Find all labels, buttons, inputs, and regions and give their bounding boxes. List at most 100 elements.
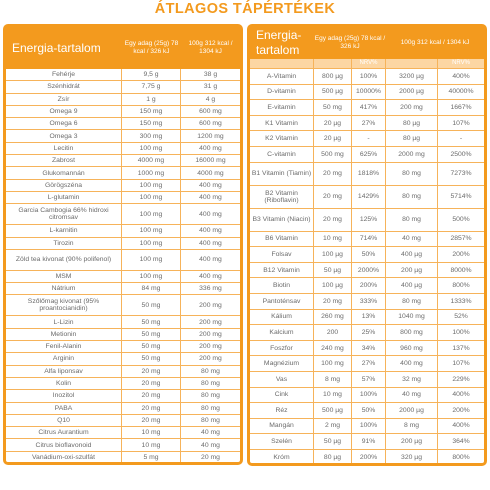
serving-value: 100 mg (122, 204, 181, 226)
nutrient-name: Vas (250, 371, 314, 388)
serving-value: 150 mg (122, 105, 181, 119)
serving-value: 100 mg (122, 179, 181, 192)
left-table: Energia-tartalom Egy adag (25g) 78 kcal … (6, 27, 240, 462)
table-row: Biotin 100 µg 200% 400 µg 800% (250, 278, 484, 294)
per-100g-value: 800 mg (386, 325, 439, 341)
per-100g-nrv: - (438, 131, 484, 147)
serving-value: 20 mg (314, 293, 352, 310)
serving-value: 9,5 g (122, 69, 181, 82)
nutrient-name: L-glutamin (6, 191, 122, 205)
serving-nrv: 10000% (352, 84, 387, 101)
table-row: B1 Vitamin (Tiamin) 20 mg 1818% 80 mg 7273% (250, 162, 484, 186)
serving-value: 20 mg (122, 414, 181, 428)
nutrient-name: Kálium (250, 309, 314, 326)
table-row: Garcia Cambogia 66% hidroxi citromsav 100… (6, 204, 240, 226)
nutrient-name: L-karnitin (6, 225, 122, 238)
serving-value: 7,75 g (122, 81, 181, 94)
per-100g-value: 400 mg (181, 270, 240, 284)
nutrient-name: Görögszéna (6, 179, 122, 192)
per-100g-value: 80 mg (386, 185, 439, 209)
serving-value: 200 (314, 325, 352, 341)
serving-value: 50 mg (122, 328, 181, 342)
nrv-sub-label: NRV% (438, 59, 484, 69)
serving-value: 100 mg (122, 249, 181, 271)
table-row: Magnézium 100 mg 27% 400 mg 107% (250, 356, 484, 372)
nutrient-name: Króm (250, 449, 314, 463)
table-row: Lecitin 100 mg 400 mg (6, 142, 240, 156)
serving-value: 500 µg (314, 84, 352, 101)
per-100g-value: 8 mg (386, 418, 439, 435)
serving-value: 50 mg (122, 341, 181, 354)
table-row: Vas 8 mg 57% 32 mg 229% (250, 371, 484, 388)
left-table-body: Fehérje 9,5 g 38 g Szénhidrát 7,75 g 31 g Zsír… (6, 69, 240, 462)
serving-value: 500 µg (314, 403, 352, 419)
per-100g-value: 40 mg (181, 439, 240, 452)
table-row: L-Lizin 50 mg 200 mg (6, 316, 240, 329)
per-100g-nrv: 107% (438, 356, 484, 372)
per-100g-value: 38 g (181, 69, 240, 82)
table-row: Mangán 2 mg 100% 8 mg 400% (250, 418, 484, 435)
per-100g-nrv: 8000% (438, 262, 484, 279)
serving-value: 20 mg (314, 162, 352, 186)
table-row: Citrus Aurantium 10 mg 40 mg (6, 427, 240, 440)
nutrient-name: Vanádium-oxi-szulfát (6, 451, 122, 462)
serving-value: 20 µg (314, 465, 352, 466)
per-100g-nrv: 107% (438, 115, 484, 132)
nutrient-name: PABA (6, 402, 122, 415)
per-100g-value: 200 µg (386, 262, 439, 279)
serving-nrv: 57% (352, 371, 387, 388)
table-row: C-vitamin 500 mg 625% 2000 mg 2500% (250, 146, 484, 163)
table-row: K1 Vitamin 20 µg 27% 80 µg 107% (250, 115, 484, 132)
nutrient-name: K1 Vitamin (250, 115, 314, 132)
nrv-sub-blank (314, 59, 352, 69)
serving-nrv: 50% (352, 247, 387, 263)
per-100g-nrv: 1333% (438, 293, 484, 310)
nutrient-name: K2 Vitamin (250, 131, 314, 147)
serving-value: 10 mg (122, 439, 181, 452)
table-row: Fehérje 9,5 g 38 g (6, 69, 240, 82)
nutrient-name: Kalcium (250, 325, 314, 341)
per-100g-nrv: 7273% (438, 162, 484, 186)
serving-value: 50 mg (122, 295, 181, 317)
nutrient-name: B12 Vitamin (250, 262, 314, 279)
serving-nrv: 25% (352, 325, 387, 341)
per-100g-nrv: 2857% (438, 231, 484, 248)
per-100g-value: 400 mg (181, 237, 240, 250)
per-100g-nrv: 5714% (438, 185, 484, 209)
per-100g-value: 4 g (181, 93, 240, 106)
right-table-body: NRV% NRV% A-Vitamin 800 µg 100% 3200 µg 400%… (250, 59, 484, 466)
nutrient-name: Garcia Cambogia 66% hidroxi citromsav (6, 204, 122, 226)
nutrient-name: Fehérje (6, 69, 122, 82)
table-row: MSM 100 mg 400 mg (6, 270, 240, 284)
nutrient-name: MSM (6, 270, 122, 284)
serving-value: 800 µg (314, 69, 352, 85)
per-100g-value: 1040 mg (386, 309, 439, 326)
nutrient-name: Pantoténsav (250, 293, 314, 310)
serving-value: 50 mg (314, 100, 352, 116)
per-100g-value: 400 mg (181, 225, 240, 238)
nutrient-name: Tirozin (6, 237, 122, 250)
table-row: Tirozin 100 mg 400 mg (6, 237, 240, 250)
serving-nrv: 625% (352, 146, 387, 163)
serving-value: 50 mg (122, 316, 181, 329)
nutrient-name: B1 Vitamin (Tiamin) (250, 162, 314, 186)
serving-value: 10 mg (122, 427, 181, 440)
nutrient-name: C-vitamin (250, 146, 314, 163)
nutrient-name: Zsír (6, 93, 122, 106)
table-row: Nátrium 84 mg 336 mg (6, 283, 240, 296)
per-100g-value: 400 mg (181, 249, 240, 271)
per-100g-value: 32 mg (386, 371, 439, 388)
nutrient-name: Zöld tea kivonat (90% polifenol) (6, 249, 122, 271)
nutrient-name: Arginin (6, 353, 122, 366)
serving-nrv: 100% (352, 69, 387, 85)
table-row: Omega 9 150 mg 600 mg (6, 105, 240, 119)
serving-nrv: 100% (352, 418, 387, 435)
serving-value: 100 mg (314, 356, 352, 372)
nrv-sub-label: NRV% (352, 59, 387, 69)
nutrient-name: B3 Vitamin (Niacin) (250, 208, 314, 232)
table-row: Zabrost 4000 mg 16000 mg (6, 155, 240, 168)
serving-value: 500 mg (314, 146, 352, 163)
page-title: ÁTLAGOS TÁPÉRTÉKEK (154, 1, 336, 17)
